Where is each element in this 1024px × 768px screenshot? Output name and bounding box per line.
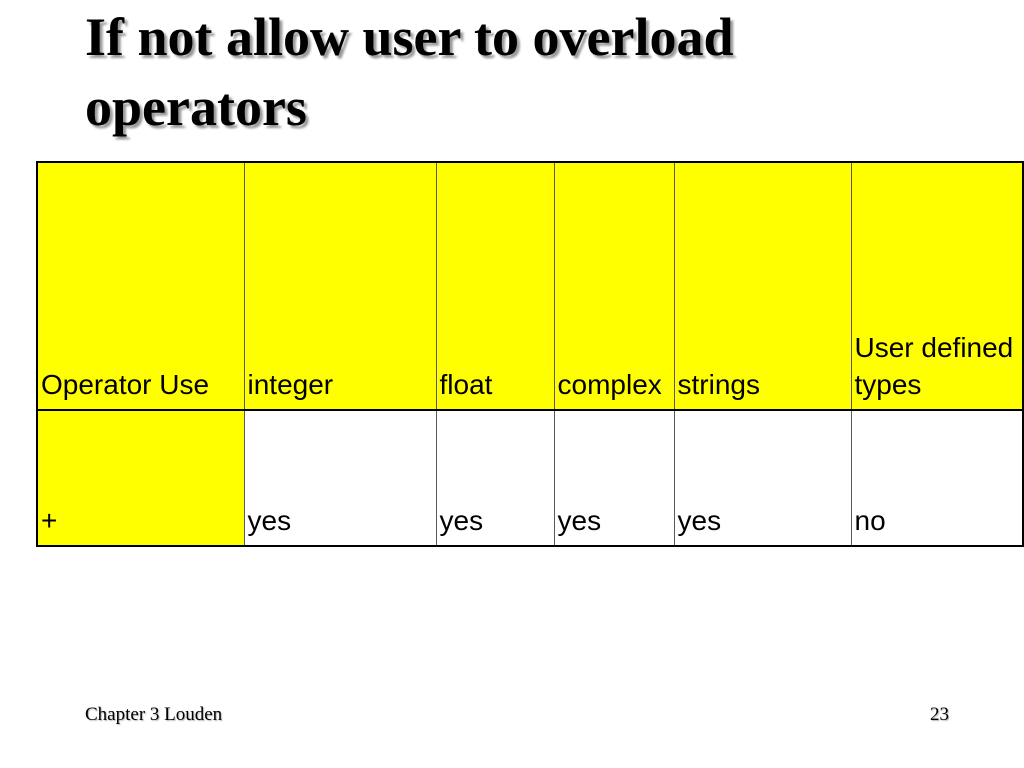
column-header-cell: float xyxy=(435,161,555,411)
column-header-cell: User defined types xyxy=(850,161,1024,411)
operator-overload-table: Operator Use integer float complex strings Us… xyxy=(36,161,1024,547)
table-header-row: Operator Use integer float complex strings Us… xyxy=(36,161,1024,411)
value-cell: yes xyxy=(435,409,555,547)
column-header-cell: strings xyxy=(673,161,852,411)
column-header-cell: complex xyxy=(553,161,675,411)
value-cell: yes xyxy=(553,409,675,547)
column-header-cell: integer xyxy=(243,161,437,411)
operator-cell: + xyxy=(36,409,245,547)
value-cell: yes xyxy=(673,409,852,547)
operator-table-body: Operator Use integer float complex strings Us… xyxy=(36,161,1024,547)
table-data-row: + yes yes yes yes no xyxy=(36,409,1024,547)
footer-page-number: 23 xyxy=(930,704,949,725)
value-cell: no xyxy=(850,409,1024,547)
slide-title: If not allow user to overload operators xyxy=(85,7,734,138)
value-cell: yes xyxy=(243,409,437,547)
footer-chapter-label: Chapter 3 Louden xyxy=(85,704,223,725)
column-header-cell: Operator Use xyxy=(36,161,245,411)
